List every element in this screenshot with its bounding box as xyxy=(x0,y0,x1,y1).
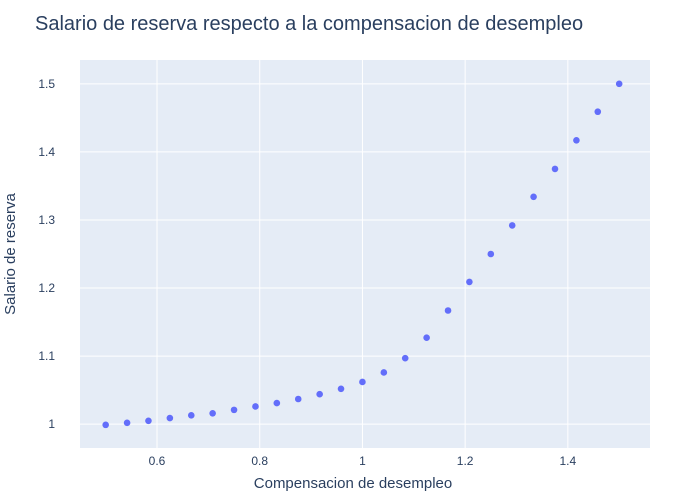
y-tick-label: 1.1 xyxy=(38,349,55,363)
data-point[interactable] xyxy=(316,390,323,398)
data-point[interactable] xyxy=(273,399,281,407)
data-point[interactable] xyxy=(423,334,430,342)
data-point[interactable] xyxy=(209,409,216,417)
y-tick-label: 1.4 xyxy=(38,145,55,159)
chart-title: Salario de reserva respecto a la compens… xyxy=(35,13,583,35)
data-point[interactable] xyxy=(123,419,131,427)
data-point[interactable] xyxy=(166,414,174,422)
x-tick-label: 1 xyxy=(359,454,366,468)
data-point[interactable] xyxy=(252,403,259,410)
data-point[interactable] xyxy=(487,250,495,258)
data-point[interactable] xyxy=(230,406,238,414)
data-point[interactable] xyxy=(444,307,452,314)
data-point[interactable] xyxy=(530,193,537,201)
x-tick-label: 1.2 xyxy=(457,454,474,468)
x-tick-label: 1.4 xyxy=(559,454,576,468)
y-axis-title: Salario de reserva xyxy=(2,192,19,314)
data-point[interactable] xyxy=(401,354,409,362)
data-point[interactable] xyxy=(615,80,623,88)
y-tick-label: 1.5 xyxy=(38,77,55,91)
data-point[interactable] xyxy=(187,412,195,419)
y-tick-label: 1.2 xyxy=(38,281,55,295)
x-tick-label: 0.6 xyxy=(149,454,166,468)
data-point[interactable] xyxy=(294,395,302,403)
data-point[interactable] xyxy=(551,165,559,173)
data-point[interactable] xyxy=(466,278,473,286)
data-point[interactable] xyxy=(359,378,366,386)
data-point[interactable] xyxy=(594,108,602,116)
data-point[interactable] xyxy=(508,222,516,229)
data-point[interactable] xyxy=(573,137,580,144)
plot-area xyxy=(80,60,650,448)
data-point[interactable] xyxy=(337,385,345,393)
data-point[interactable] xyxy=(380,369,388,376)
y-tick-label: 1 xyxy=(48,417,55,431)
data-point[interactable] xyxy=(145,417,152,425)
y-tick-label: 1.3 xyxy=(38,213,55,227)
x-axis-title: Compensacion de desempleo xyxy=(254,475,452,492)
x-tick-label: 0.8 xyxy=(251,454,268,468)
data-point[interactable] xyxy=(102,421,109,429)
